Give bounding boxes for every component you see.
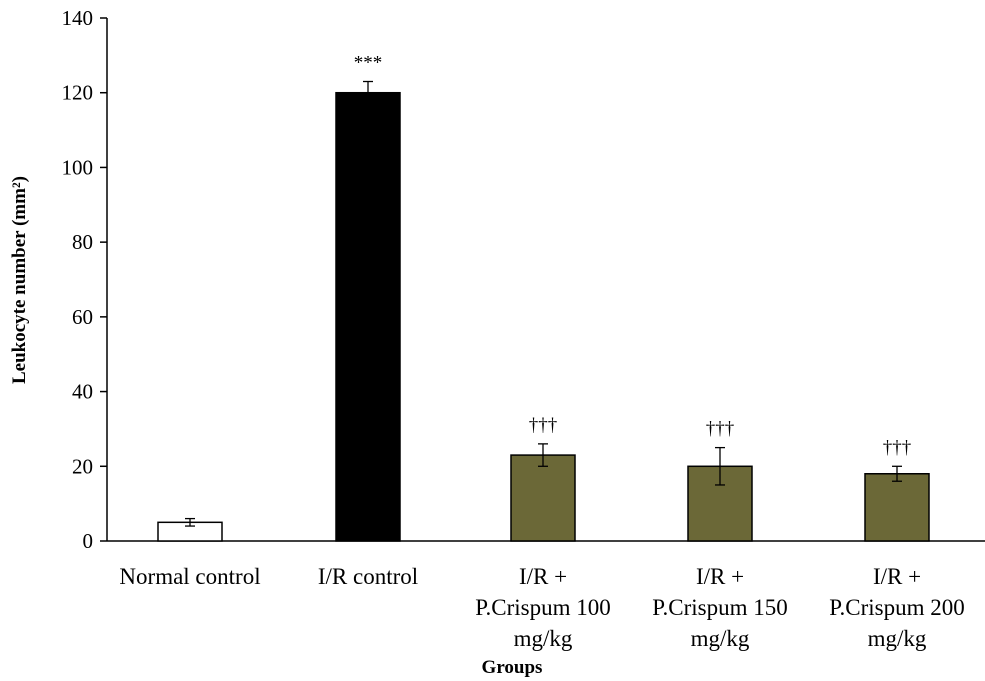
category-labels: Normal control I/R control I/R + P.Crispum …	[119, 564, 964, 651]
y-tick-label: 20	[72, 454, 93, 478]
error-bars	[185, 80, 902, 527]
y-tick-label: 100	[62, 155, 94, 179]
y-tick-label: 0	[83, 529, 94, 553]
bar	[510, 454, 576, 542]
x-tick-label: I/R +	[873, 564, 921, 589]
significance-label: †††	[883, 437, 912, 458]
significance-label: †††	[706, 419, 735, 440]
y-axis-title: Leukocyte number (mm²)	[9, 176, 30, 384]
x-tick-label: P.Crispum 150	[652, 595, 787, 620]
y-tick-label: 140	[62, 6, 94, 30]
x-tick-label: mg/kg	[691, 626, 750, 651]
x-tick-label: Normal control	[119, 564, 260, 589]
x-tick-label: mg/kg	[514, 626, 573, 651]
significance-label: †††	[529, 415, 558, 436]
y-ticks: 0 20 40 60 80 100 120 140	[62, 6, 107, 553]
bars	[157, 91, 930, 542]
bar	[864, 473, 930, 542]
y-tick-label: 60	[72, 305, 93, 329]
significance-labels: *** ††† ††† †††	[354, 53, 912, 459]
x-tick-label: mg/kg	[868, 626, 927, 651]
y-tick-label: 40	[72, 380, 93, 404]
x-tick-label: I/R +	[519, 564, 567, 589]
bar	[335, 91, 401, 542]
y-tick-label: 120	[62, 81, 94, 105]
x-tick-label: P.Crispum 200	[829, 595, 964, 620]
x-tick-label: I/R control	[318, 564, 418, 589]
x-tick-label: P.Crispum 100	[475, 595, 610, 620]
y-tick-label: 80	[72, 230, 93, 254]
x-axis-title: Groups	[482, 657, 543, 678]
x-tick-label: I/R +	[696, 564, 744, 589]
significance-label: ***	[354, 53, 383, 74]
bar	[687, 465, 753, 542]
